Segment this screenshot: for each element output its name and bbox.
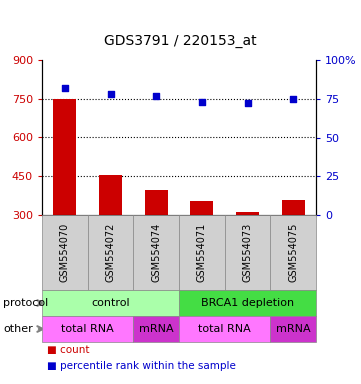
Bar: [145, 190, 168, 293]
Text: total RNA: total RNA: [61, 324, 114, 334]
Text: mRNA: mRNA: [276, 324, 310, 334]
Bar: [282, 200, 305, 293]
Point: [245, 100, 251, 106]
Text: GSM554073: GSM554073: [243, 223, 252, 282]
Text: GSM554071: GSM554071: [197, 223, 207, 282]
Point: [199, 99, 205, 105]
Text: other: other: [3, 324, 33, 334]
Point: [290, 96, 296, 102]
Bar: [99, 175, 122, 293]
Text: mRNA: mRNA: [139, 324, 174, 334]
Text: BRCA1 depletion: BRCA1 depletion: [201, 298, 294, 308]
Text: ■ count: ■ count: [47, 345, 90, 355]
Text: protocol: protocol: [3, 298, 48, 308]
Text: total RNA: total RNA: [198, 324, 251, 334]
Point: [62, 85, 68, 91]
Text: GDS3791 / 220153_at: GDS3791 / 220153_at: [104, 34, 257, 48]
Text: GSM554070: GSM554070: [60, 223, 70, 282]
Bar: [53, 99, 76, 293]
Bar: [236, 212, 259, 293]
Text: GSM554074: GSM554074: [151, 223, 161, 282]
Text: GSM554072: GSM554072: [105, 223, 116, 282]
Point: [153, 93, 159, 99]
Text: ■ percentile rank within the sample: ■ percentile rank within the sample: [47, 361, 236, 371]
Text: GSM554075: GSM554075: [288, 223, 298, 282]
Text: control: control: [91, 298, 130, 308]
Point: [108, 91, 113, 97]
Bar: [190, 201, 213, 293]
